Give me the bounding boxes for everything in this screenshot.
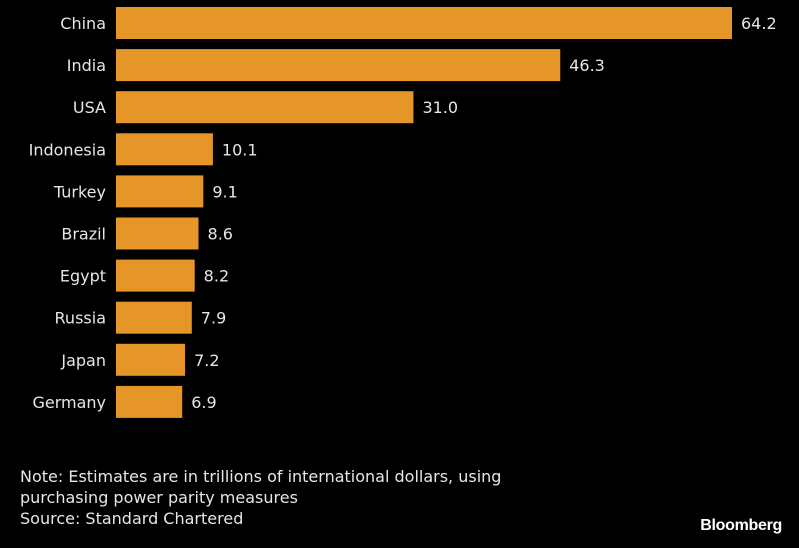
bar-china — [116, 7, 732, 39]
bar-germany — [116, 385, 183, 418]
source-line: Source: Standard Chartered — [20, 509, 244, 528]
value-label-germany: 6.9 — [191, 393, 216, 412]
category-label-egypt: Egypt — [60, 267, 106, 286]
value-label-china: 64.2 — [741, 14, 777, 33]
bloomberg-logo: Bloomberg — [700, 517, 782, 534]
note-line-1: Note: Estimates are in trillions of inte… — [20, 467, 502, 486]
category-label-germany: Germany — [32, 393, 106, 412]
value-label-brazil: 8.6 — [208, 225, 233, 244]
category-label-brazil: Brazil — [61, 225, 106, 244]
category-label-china: China — [60, 14, 106, 33]
value-label-egypt: 8.2 — [204, 267, 229, 286]
value-label-usa: 31.0 — [422, 98, 458, 117]
bar-egypt — [116, 259, 195, 292]
bar-indonesia — [116, 133, 213, 166]
value-label-indonesia: 10.1 — [222, 140, 258, 159]
chart-notes: Note: Estimates are in trillions of inte… — [20, 466, 640, 529]
bar-russia — [116, 301, 192, 334]
category-label-japan: Japan — [60, 351, 106, 370]
bar-turkey — [116, 175, 204, 208]
value-label-japan: 7.2 — [194, 351, 219, 370]
value-label-india: 46.3 — [569, 56, 605, 75]
category-label-turkey: Turkey — [53, 182, 106, 201]
category-label-india: India — [67, 56, 106, 75]
bar-brazil — [116, 217, 199, 250]
bar-india — [116, 49, 561, 82]
category-label-indonesia: Indonesia — [29, 140, 106, 159]
bar-japan — [116, 343, 186, 376]
category-label-russia: Russia — [55, 309, 106, 328]
category-label-usa: USA — [73, 98, 106, 117]
bar-usa — [116, 91, 414, 124]
value-label-russia: 7.9 — [201, 309, 226, 328]
note-line-2: purchasing power parity measures — [20, 488, 298, 507]
bar-chart: China 64.2 India 46.3 USA 31.0 Indonesia 10.1 Tu… — [29, 7, 777, 418]
value-label-turkey: 9.1 — [212, 182, 237, 201]
